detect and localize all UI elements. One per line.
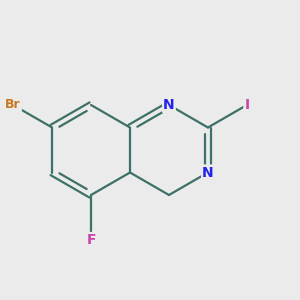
Text: Br: Br	[5, 98, 21, 112]
Text: N: N	[163, 98, 175, 112]
Text: F: F	[86, 233, 96, 247]
Text: I: I	[244, 98, 250, 112]
Text: N: N	[202, 166, 214, 179]
